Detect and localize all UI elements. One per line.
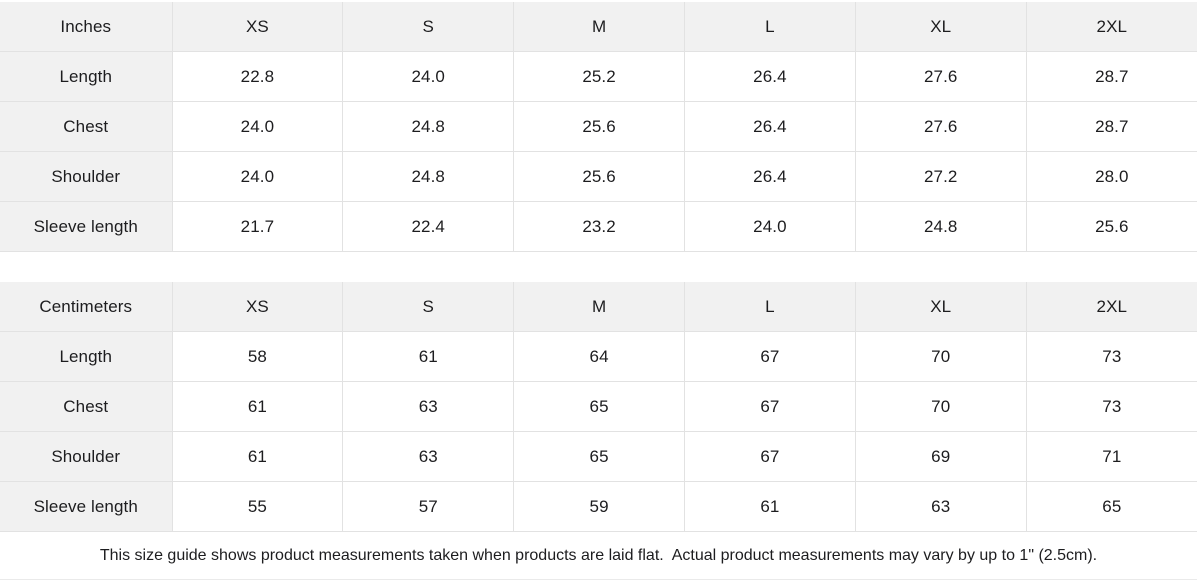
column-header-m: M bbox=[513, 2, 685, 52]
size-value-cell: 26.4 bbox=[683, 151, 856, 202]
column-header-xl: XL bbox=[854, 2, 1027, 52]
size-value-cell: 23.2 bbox=[513, 201, 685, 252]
column-header-s: S bbox=[342, 2, 515, 52]
size-value-cell: 21.7 bbox=[171, 201, 344, 252]
size-value-cell: 67 bbox=[683, 381, 856, 432]
size-value-cell: 25.6 bbox=[513, 151, 685, 202]
size-value-cell: 27.6 bbox=[854, 101, 1027, 152]
row-label: Shoulder bbox=[0, 151, 173, 202]
size-value-cell: 24.0 bbox=[683, 201, 856, 252]
centimeters-size-table: Centimeters XS S M L XL 2XL Length 58 61… bbox=[0, 282, 1197, 532]
unit-header-centimeters: Centimeters bbox=[0, 282, 173, 332]
size-value-cell: 61 bbox=[342, 331, 515, 382]
table-row-sleeve-length: Sleeve length 21.7 22.4 23.2 24.0 24.8 2… bbox=[0, 201, 1197, 252]
size-value-cell: 64 bbox=[513, 331, 685, 382]
size-value-cell: 61 bbox=[171, 431, 344, 482]
size-value-cell: 67 bbox=[683, 431, 856, 482]
size-value-cell: 65 bbox=[513, 431, 685, 482]
size-value-cell: 24.0 bbox=[171, 151, 344, 202]
table-row-length: Length 58 61 64 67 70 73 bbox=[0, 331, 1197, 382]
size-value-cell: 24.0 bbox=[171, 101, 344, 152]
centimeters-header-row: Centimeters XS S M L XL 2XL bbox=[0, 282, 1197, 332]
size-value-cell: 22.4 bbox=[342, 201, 515, 252]
table-row-length: Length 22.8 24.0 25.2 26.4 27.6 28.7 bbox=[0, 51, 1197, 102]
table-row-chest: Chest 24.0 24.8 25.6 26.4 27.6 28.7 bbox=[0, 101, 1197, 152]
table-row-shoulder: Shoulder 24.0 24.8 25.6 26.4 27.2 28.0 bbox=[0, 151, 1197, 202]
column-header-2xl: 2XL bbox=[1025, 2, 1197, 52]
size-value-cell: 25.2 bbox=[513, 51, 685, 102]
size-value-cell: 25.6 bbox=[513, 101, 685, 152]
size-value-cell: 61 bbox=[171, 381, 344, 432]
size-value-cell: 24.8 bbox=[342, 151, 515, 202]
size-value-cell: 71 bbox=[1025, 431, 1197, 482]
size-value-cell: 25.6 bbox=[1025, 201, 1197, 252]
column-header-xs: XS bbox=[171, 282, 344, 332]
size-value-cell: 22.8 bbox=[171, 51, 344, 102]
size-value-cell: 57 bbox=[342, 481, 515, 532]
column-header-xl: XL bbox=[854, 282, 1027, 332]
table-row-shoulder: Shoulder 61 63 65 67 69 71 bbox=[0, 431, 1197, 482]
table-row-chest: Chest 61 63 65 67 70 73 bbox=[0, 381, 1197, 432]
inches-size-table: Inches XS S M L XL 2XL Length 22.8 24.0 … bbox=[0, 2, 1197, 252]
row-label: Length bbox=[0, 331, 173, 382]
row-label: Sleeve length bbox=[0, 201, 173, 252]
size-value-cell: 61 bbox=[683, 481, 856, 532]
size-value-cell: 69 bbox=[854, 431, 1027, 482]
size-value-cell: 58 bbox=[171, 331, 344, 382]
column-header-l: L bbox=[683, 282, 856, 332]
row-label: Chest bbox=[0, 381, 173, 432]
size-value-cell: 63 bbox=[342, 381, 515, 432]
row-label: Length bbox=[0, 51, 173, 102]
size-value-cell: 63 bbox=[854, 481, 1027, 532]
row-label: Chest bbox=[0, 101, 173, 152]
size-value-cell: 28.0 bbox=[1025, 151, 1197, 202]
unit-header-inches: Inches bbox=[0, 2, 173, 52]
size-value-cell: 65 bbox=[1025, 481, 1197, 532]
size-value-cell: 59 bbox=[513, 481, 685, 532]
size-value-cell: 26.4 bbox=[683, 101, 856, 152]
column-header-m: M bbox=[513, 282, 685, 332]
column-header-2xl: 2XL bbox=[1025, 282, 1197, 332]
size-value-cell: 27.6 bbox=[854, 51, 1027, 102]
size-value-cell: 24.0 bbox=[342, 51, 515, 102]
size-value-cell: 70 bbox=[854, 381, 1027, 432]
size-value-cell: 27.2 bbox=[854, 151, 1027, 202]
size-value-cell: 28.7 bbox=[1025, 51, 1197, 102]
size-value-cell: 73 bbox=[1025, 381, 1197, 432]
size-value-cell: 24.8 bbox=[854, 201, 1027, 252]
row-label: Shoulder bbox=[0, 431, 173, 482]
column-header-l: L bbox=[683, 2, 856, 52]
size-value-cell: 55 bbox=[171, 481, 344, 532]
size-guide-note: This size guide shows product measuremen… bbox=[0, 532, 1197, 580]
size-value-cell: 28.7 bbox=[1025, 101, 1197, 152]
size-value-cell: 70 bbox=[854, 331, 1027, 382]
column-header-s: S bbox=[342, 282, 515, 332]
row-label: Sleeve length bbox=[0, 481, 173, 532]
table-row-sleeve-length: Sleeve length 55 57 59 61 63 65 bbox=[0, 481, 1197, 532]
size-value-cell: 65 bbox=[513, 381, 685, 432]
size-value-cell: 73 bbox=[1025, 331, 1197, 382]
size-value-cell: 67 bbox=[683, 331, 856, 382]
size-value-cell: 63 bbox=[342, 431, 515, 482]
inches-header-row: Inches XS S M L XL 2XL bbox=[0, 2, 1197, 52]
size-value-cell: 26.4 bbox=[683, 51, 856, 102]
size-value-cell: 24.8 bbox=[342, 101, 515, 152]
column-header-xs: XS bbox=[171, 2, 344, 52]
